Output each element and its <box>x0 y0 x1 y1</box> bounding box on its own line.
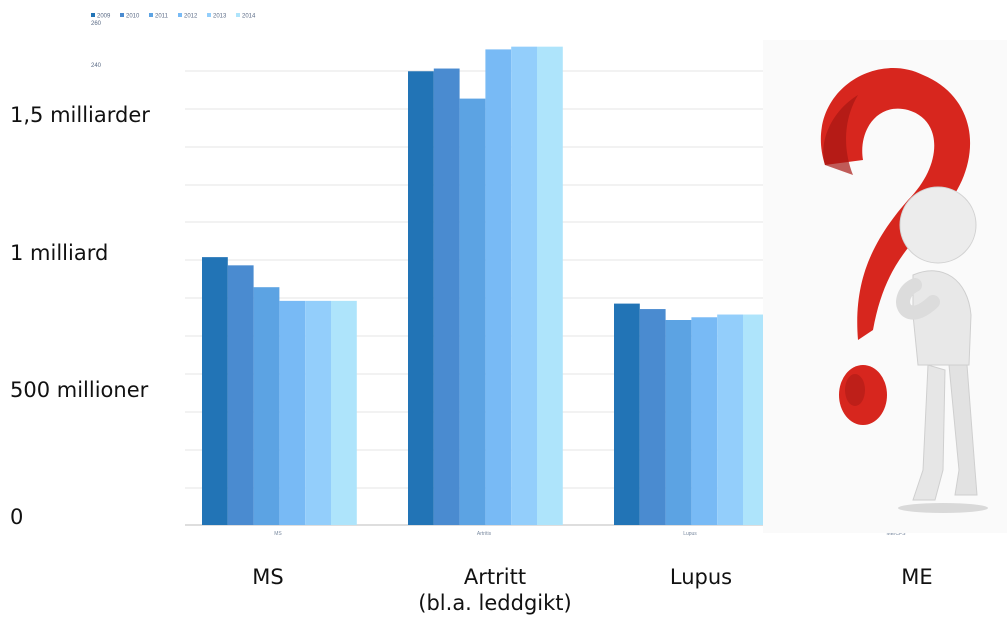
bar-ms-2011 <box>253 287 280 525</box>
legend-swatch <box>236 13 240 17</box>
small-axis-value: 260 <box>91 21 102 27</box>
bar-ms-2010 <box>227 265 254 525</box>
bar-artritt-2012 <box>485 49 512 526</box>
bar-artritt-2013 <box>511 46 537 526</box>
x-tick-label: (bl.a. leddgikt) <box>418 591 571 615</box>
legend-swatch <box>91 13 95 17</box>
bar-ms-2009 <box>202 257 228 525</box>
bar-artritt-2014 <box>537 46 563 526</box>
x-tick-label: Lupus <box>670 565 732 589</box>
bar-lupus-2009 <box>614 303 640 525</box>
inner-category-label: MS <box>274 531 282 537</box>
bar-artritt-2011 <box>459 98 486 525</box>
legend: 2009 2010 2011 2012 2013 2014 260 240 <box>91 13 256 69</box>
bar-artritt-2010 <box>433 68 460 526</box>
bar-lupus-2010 <box>639 309 666 525</box>
legend-swatch <box>149 13 153 17</box>
y-tick-label: 0 <box>10 505 23 529</box>
legend-label: 2012 <box>184 14 198 20</box>
bar-ms-2013 <box>305 300 331 525</box>
inner-category-labels: MS Artritis Lupus ME/CFS <box>274 531 906 537</box>
y-tick-label: 1,5 milliarder <box>10 103 150 127</box>
x-tick-label: MS <box>252 565 283 589</box>
legend-label: 2009 <box>97 14 111 20</box>
inner-category-label: ME/CFS <box>887 531 907 537</box>
legend-label: 2011 <box>155 14 169 20</box>
legend-swatch <box>178 13 182 17</box>
bar-ms-2014 <box>331 300 357 525</box>
x-tick-label: ME <box>901 565 932 589</box>
inner-category-label: Artritis <box>477 531 492 537</box>
y-tick-label: 500 millioner <box>10 378 149 402</box>
legend-label: 2013 <box>213 14 227 20</box>
legend-swatch <box>120 13 124 17</box>
small-axis-value: 240 <box>91 63 102 69</box>
bar-lupus-2012 <box>691 317 718 525</box>
y-axis-ticks: 0 500 millioner 1 milliard 1,5 milliarder <box>10 103 150 529</box>
legend-label: 2014 <box>242 14 256 20</box>
bar-lupus-2013 <box>717 314 743 525</box>
bar-artritt-2009 <box>408 71 434 526</box>
legend-label: 2010 <box>126 14 140 20</box>
bars <box>202 46 769 526</box>
legend-swatch <box>207 13 211 17</box>
question-mark-figure-icon <box>763 40 1007 533</box>
x-tick-label: Artritt <box>464 565 526 589</box>
bar-lupus-2011 <box>665 320 692 525</box>
inner-category-label: Lupus <box>683 531 697 537</box>
x-axis-ticks: MS Artritt(bl.a. leddgikt) Lupus ME <box>252 565 932 615</box>
bar-ms-2012 <box>279 300 306 525</box>
y-tick-label: 1 milliard <box>10 241 108 265</box>
